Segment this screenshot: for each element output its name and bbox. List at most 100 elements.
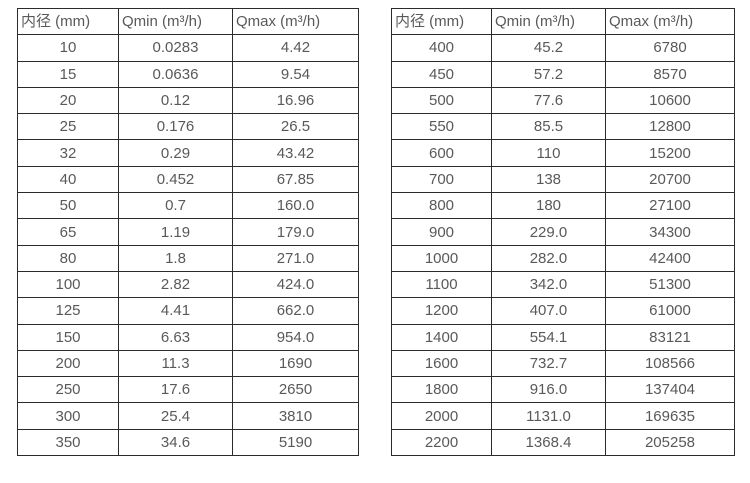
- cell-diameter: 450: [391, 60, 492, 88]
- cell-qmax: 61000: [605, 297, 735, 325]
- cell-diameter: 600: [391, 139, 492, 167]
- cell-qmin: 85.5: [491, 113, 606, 141]
- cell-qmax: 424.0: [232, 270, 359, 299]
- table-row: 1100 342.0 51300: [391, 270, 735, 299]
- cell-qmax: 2650: [232, 376, 359, 404]
- flow-spec-page: 内径 (mm) Qmin (m³/h) Qmax (m³/h) 10 0.0283…: [17, 7, 735, 457]
- header-qmax: Qmax (m³/h): [605, 7, 735, 36]
- table-row: 1600 732.7 108566: [391, 349, 735, 378]
- cell-diameter: 800: [391, 192, 492, 220]
- cell-qmin: 0.0636: [118, 60, 233, 88]
- cell-diameter: 1000: [391, 244, 492, 272]
- cell-diameter: 1200: [391, 297, 492, 325]
- cell-qmax: 26.5: [232, 113, 359, 141]
- cell-diameter: 2200: [391, 428, 492, 457]
- cell-qmax: 5190: [232, 428, 359, 457]
- cell-qmax: 3810: [232, 402, 359, 430]
- cell-qmax: 15200: [605, 139, 735, 167]
- header-row: 内径 (mm) Qmin (m³/h) Qmax (m³/h): [391, 7, 735, 36]
- table-row: 250 17.6 2650: [17, 376, 359, 404]
- cell-qmin: 554.1: [491, 323, 606, 351]
- table-row: 10 0.0283 4.42: [17, 34, 359, 62]
- table-row: 700 138 20700: [391, 165, 735, 194]
- cell-qmax: 179.0: [232, 218, 359, 246]
- header-qmax: Qmax (m³/h): [232, 7, 359, 36]
- cell-diameter: 500: [391, 86, 492, 115]
- cell-qmin: 57.2: [491, 60, 606, 88]
- table-row: 50 0.7 160.0: [17, 192, 359, 220]
- cell-qmin: 229.0: [491, 218, 606, 246]
- cell-qmin: 110: [491, 139, 606, 167]
- cell-diameter: 350: [17, 428, 119, 457]
- table-row: 500 77.6 10600: [391, 86, 735, 115]
- cell-qmin: 0.29: [118, 139, 233, 167]
- cell-qmin: 282.0: [491, 244, 606, 272]
- cell-diameter: 100: [17, 270, 119, 299]
- cell-diameter: 1600: [391, 349, 492, 378]
- table-body: 400 45.2 6780 450 57.2 8570 500 77.6 10600 550 85.…: [391, 34, 735, 457]
- cell-qmin: 180: [491, 192, 606, 220]
- cell-qmax: 67.85: [232, 165, 359, 194]
- cell-qmax: 271.0: [232, 244, 359, 272]
- table-row: 150 6.63 954.0: [17, 323, 359, 351]
- cell-diameter: 250: [17, 376, 119, 404]
- cell-qmin: 342.0: [491, 270, 606, 299]
- cell-qmin: 1.19: [118, 218, 233, 246]
- cell-qmax: 160.0: [232, 192, 359, 220]
- header-qmin: Qmin (m³/h): [491, 7, 606, 36]
- cell-diameter: 1400: [391, 323, 492, 351]
- header-diameter: 内径 (mm): [391, 7, 492, 36]
- table-row: 300 25.4 3810: [17, 402, 359, 430]
- table-row: 20 0.12 16.96: [17, 86, 359, 115]
- cell-qmin: 34.6: [118, 428, 233, 457]
- cell-diameter: 1100: [391, 270, 492, 299]
- cell-diameter: 150: [17, 323, 119, 351]
- cell-diameter: 32: [17, 139, 119, 167]
- table-row: 800 180 27100: [391, 192, 735, 220]
- cell-qmin: 0.7: [118, 192, 233, 220]
- cell-diameter: 25: [17, 113, 119, 141]
- header-diameter: 内径 (mm): [17, 7, 119, 36]
- cell-diameter: 20: [17, 86, 119, 115]
- table-row: 32 0.29 43.42: [17, 139, 359, 167]
- cell-diameter: 50: [17, 192, 119, 220]
- flow-table-left: 内径 (mm) Qmin (m³/h) Qmax (m³/h) 10 0.0283…: [17, 7, 359, 457]
- cell-qmin: 0.12: [118, 86, 233, 115]
- table-row: 2000 1131.0 169635: [391, 402, 735, 430]
- cell-qmin: 77.6: [491, 86, 606, 115]
- table-row: 65 1.19 179.0: [17, 218, 359, 246]
- cell-qmin: 0.452: [118, 165, 233, 194]
- cell-qmax: 662.0: [232, 297, 359, 325]
- cell-diameter: 700: [391, 165, 492, 194]
- table-row: 1800 916.0 137404: [391, 376, 735, 404]
- table-body: 10 0.0283 4.42 15 0.0636 9.54 20 0.12 16.96 25 0.1…: [17, 34, 359, 457]
- cell-qmin: 6.63: [118, 323, 233, 351]
- table-row: 15 0.0636 9.54: [17, 60, 359, 88]
- header-row: 内径 (mm) Qmin (m³/h) Qmax (m³/h): [17, 7, 359, 36]
- table-row: 125 4.41 662.0: [17, 297, 359, 325]
- header-qmin: Qmin (m³/h): [118, 7, 233, 36]
- cell-qmin: 916.0: [491, 376, 606, 404]
- cell-qmax: 42400: [605, 244, 735, 272]
- cell-diameter: 10: [17, 34, 119, 62]
- table-row: 100 2.82 424.0: [17, 270, 359, 299]
- cell-qmin: 25.4: [118, 402, 233, 430]
- cell-qmax: 16.96: [232, 86, 359, 115]
- cell-diameter: 125: [17, 297, 119, 325]
- cell-qmax: 43.42: [232, 139, 359, 167]
- cell-diameter: 300: [17, 402, 119, 430]
- table-row: 80 1.8 271.0: [17, 244, 359, 272]
- cell-qmin: 0.0283: [118, 34, 233, 62]
- cell-qmax: 4.42: [232, 34, 359, 62]
- cell-diameter: 80: [17, 244, 119, 272]
- table-row: 40 0.452 67.85: [17, 165, 359, 194]
- table-row: 600 110 15200: [391, 139, 735, 167]
- cell-qmin: 1.8: [118, 244, 233, 272]
- cell-qmax: 8570: [605, 60, 735, 88]
- cell-qmax: 12800: [605, 113, 735, 141]
- cell-qmax: 10600: [605, 86, 735, 115]
- table-row: 400 45.2 6780: [391, 34, 735, 62]
- cell-qmin: 138: [491, 165, 606, 194]
- table-row: 25 0.176 26.5: [17, 113, 359, 141]
- cell-qmin: 1368.4: [491, 428, 606, 457]
